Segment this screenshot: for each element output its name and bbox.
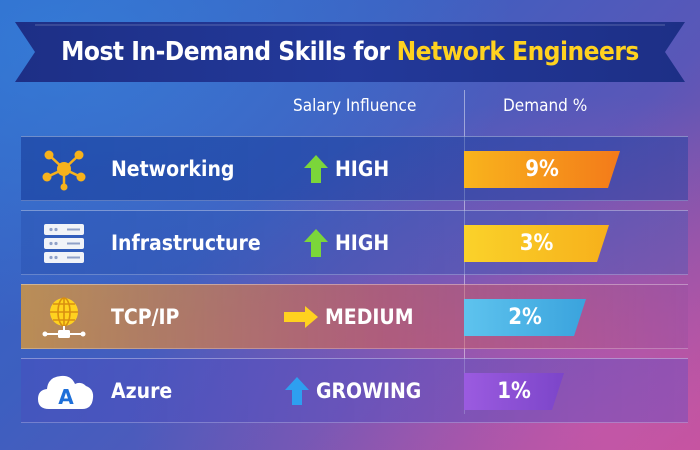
page-title: Most In-Demand Skills for Network Engine… — [15, 22, 685, 82]
column-header-salary: Salary Influence — [293, 96, 417, 116]
demand-value: 2% — [508, 305, 542, 330]
salary-influence: GROWING — [284, 359, 421, 422]
title-text: Most In-Demand Skills for — [61, 37, 390, 67]
server-stack-icon — [41, 221, 87, 265]
salary-influence: HIGH — [303, 211, 389, 274]
demand-bar: 1% — [464, 373, 564, 410]
network-nodes-icon — [41, 147, 87, 191]
title-highlight: Network Engineers — [396, 37, 640, 67]
azure-cloud-icon: A — [38, 369, 94, 413]
up-arrow-icon — [304, 228, 328, 257]
salary-influence: MEDIUM — [283, 285, 414, 348]
influence-label: MEDIUM — [325, 304, 414, 329]
table-row: Networking HIGH 9% — [21, 136, 688, 201]
salary-influence: HIGH — [303, 137, 389, 200]
table-row: TCP/IP MEDIUM 2% — [21, 284, 688, 349]
demand-bar: 3% — [464, 225, 609, 262]
column-header-demand: Demand % — [503, 96, 588, 116]
demand-bar: 9% — [464, 151, 620, 188]
skill-name: TCP/IP — [111, 304, 180, 329]
demand-value: 1% — [497, 379, 531, 404]
skill-name: Azure — [111, 378, 173, 403]
demand-bar: 2% — [464, 299, 586, 336]
banner-ribbon-shape — [15, 22, 685, 82]
svg-text:A: A — [58, 385, 74, 409]
right-arrow-icon — [284, 305, 318, 328]
table-row: Infrastructure HIGH 3% — [21, 210, 688, 275]
influence-label: HIGH — [335, 230, 390, 255]
table-row: A Azure GROWING 1% — [21, 358, 688, 423]
up-arrow-icon — [285, 376, 309, 405]
skill-name: Networking — [111, 156, 235, 181]
skill-name: Infrastructure — [111, 230, 261, 255]
globe-network-icon — [41, 295, 87, 339]
influence-label: HIGH — [335, 156, 390, 181]
influence-label: GROWING — [316, 378, 422, 403]
title-banner: Most In-Demand Skills for Network Engine… — [15, 22, 685, 82]
demand-value: 3% — [519, 231, 554, 256]
demand-value: 9% — [525, 157, 559, 182]
up-arrow-icon — [304, 154, 328, 183]
